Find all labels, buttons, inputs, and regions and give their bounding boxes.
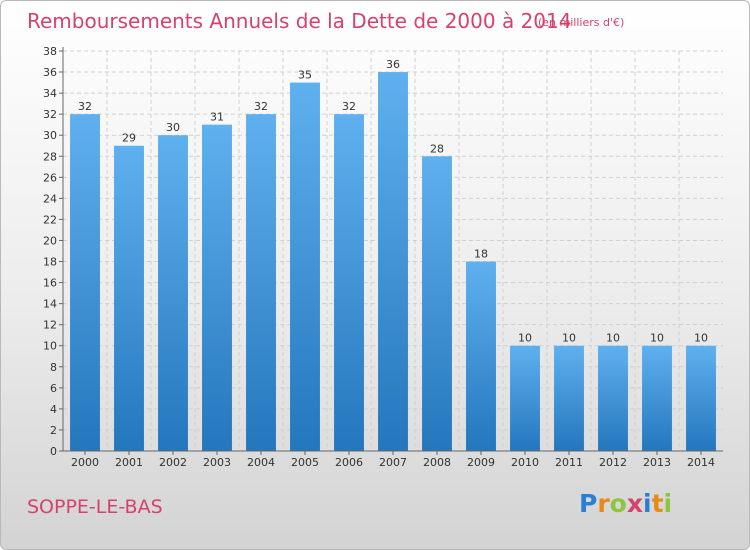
bar-2002 xyxy=(158,135,188,452)
x-tick-label-2007: 2007 xyxy=(379,456,407,469)
chart-title: Remboursements Annuels de la Dette de 20… xyxy=(27,9,572,33)
bar-2001 xyxy=(114,145,144,451)
y-tick-label: 20 xyxy=(43,234,57,247)
x-tick-label-2011: 2011 xyxy=(555,456,583,469)
value-label-2010: 10 xyxy=(518,332,532,345)
value-label-2004: 32 xyxy=(254,100,268,113)
bar-2005 xyxy=(290,82,320,451)
value-label-2014: 10 xyxy=(694,332,708,345)
y-tick-label: 26 xyxy=(43,171,57,184)
value-label-2012: 10 xyxy=(606,332,620,345)
bar-2007 xyxy=(378,72,408,451)
x-tick-label-2009: 2009 xyxy=(467,456,495,469)
x-tick-label-2006: 2006 xyxy=(335,456,363,469)
city-name: SOPPE-LE-BAS xyxy=(27,496,163,518)
bars: 32 29 30 31 32 35 32 36 28 18 10 10 10 10 10 xyxy=(70,58,716,452)
x-tick-label-2002: 2002 xyxy=(159,456,187,469)
x-tick-label-2005: 2005 xyxy=(291,456,319,469)
y-tick-label: 2 xyxy=(50,424,57,437)
y-tick-label: 16 xyxy=(43,277,57,290)
logo-letter: o xyxy=(609,489,627,518)
y-tick-label: 30 xyxy=(43,129,57,142)
value-label-2000: 32 xyxy=(78,100,92,113)
y-tick-label: 14 xyxy=(43,298,57,311)
value-label-2003: 31 xyxy=(210,111,224,124)
value-label-2005: 35 xyxy=(298,69,312,82)
y-tick-label: 24 xyxy=(43,192,57,205)
bar-2009 xyxy=(466,261,496,451)
bar-2013 xyxy=(642,345,672,451)
value-label-2001: 29 xyxy=(122,132,136,145)
logo-letter: i xyxy=(663,489,673,518)
chart-subtitle: (en milliers d'€) xyxy=(538,16,625,29)
y-tick-label: 12 xyxy=(43,319,57,332)
value-label-2013: 10 xyxy=(650,332,664,345)
logo-letter: i xyxy=(643,489,652,518)
logo-letter: r xyxy=(597,489,610,518)
y-tick-label: 4 xyxy=(50,403,57,416)
value-label-2009: 18 xyxy=(474,248,488,261)
y-tick-label: 18 xyxy=(43,256,57,269)
proxiti-logo: Proxiti xyxy=(579,489,672,518)
y-tick-label: 10 xyxy=(43,340,57,353)
y-tick-label: 22 xyxy=(43,213,57,226)
bar-2011 xyxy=(554,345,584,451)
bar-2006 xyxy=(334,114,364,451)
value-label-2011: 10 xyxy=(562,332,576,345)
value-label-2007: 36 xyxy=(386,58,400,71)
bar-2000 xyxy=(70,114,100,451)
x-tick-label-2001: 2001 xyxy=(115,456,143,469)
bar-2008 xyxy=(422,156,452,451)
x-tick-label-2008: 2008 xyxy=(423,456,451,469)
bar-2014 xyxy=(686,345,716,451)
y-tick-label: 36 xyxy=(43,66,57,79)
logo-letter: t xyxy=(651,489,664,518)
bar-2004 xyxy=(246,114,276,451)
x-tick-label-2014: 2014 xyxy=(687,456,715,469)
x-tick-label-2004: 2004 xyxy=(247,456,275,469)
value-label-2008: 28 xyxy=(430,142,444,155)
bar-2012 xyxy=(598,345,628,451)
y-tick-label: 32 xyxy=(43,108,57,121)
bar-2003 xyxy=(202,124,232,452)
y-tick-label: 6 xyxy=(50,382,57,395)
y-tick-label: 0 xyxy=(50,445,57,458)
y-tick-label: 28 xyxy=(43,150,57,163)
value-label-2002: 30 xyxy=(166,121,180,134)
y-tick-label: 34 xyxy=(43,87,57,100)
logo-letter: x xyxy=(626,489,643,518)
value-label-2006: 32 xyxy=(342,100,356,113)
x-tick-label-2013: 2013 xyxy=(643,456,671,469)
y-tick-label: 8 xyxy=(50,361,57,374)
x-tick-label-2012: 2012 xyxy=(599,456,627,469)
y-tick-label: 38 xyxy=(43,45,57,58)
x-tick-label-2003: 2003 xyxy=(203,456,231,469)
x-tick-label-2000: 2000 xyxy=(71,456,99,469)
logo-letter: P xyxy=(579,489,598,518)
bar-2010 xyxy=(510,345,540,451)
x-tick-label-2010: 2010 xyxy=(511,456,539,469)
